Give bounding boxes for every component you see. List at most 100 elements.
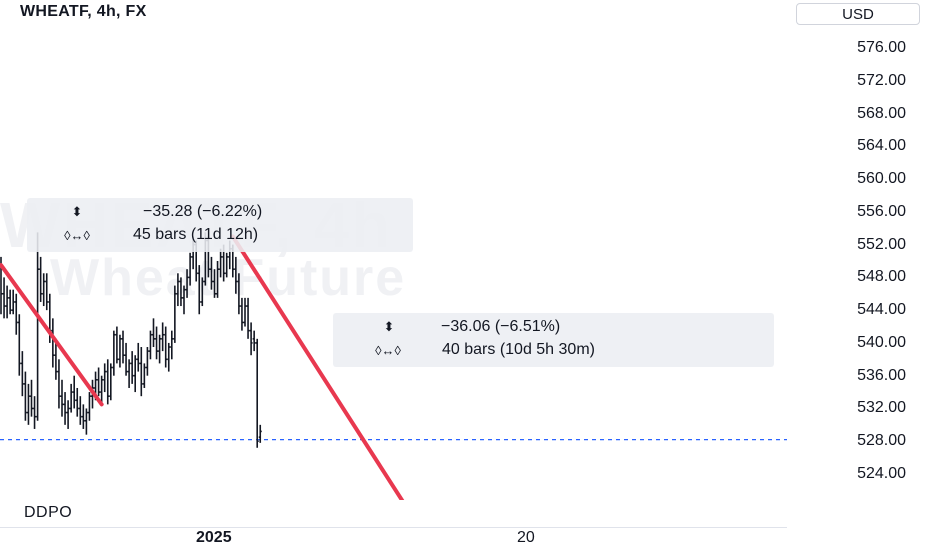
price-tick-label: 556.00: [857, 202, 906, 220]
time-label-day: 20: [517, 529, 535, 546]
price-bar: [124, 342, 128, 376]
price-bar: [109, 363, 113, 401]
price-bar: [8, 289, 12, 315]
price-tick-label: 532.00: [857, 399, 906, 417]
time-axis-divider: [0, 527, 787, 528]
price-bar: [103, 363, 107, 393]
indicator-label[interactable]: DDPO: [24, 504, 73, 521]
trendline-1: [0, 263, 104, 407]
price-bar: [121, 330, 125, 364]
price-tick-label: 564.00: [857, 137, 906, 155]
price-bar: [97, 367, 101, 397]
price-bar: [249, 322, 253, 356]
price-bar: [225, 252, 229, 278]
price-bar: [130, 351, 134, 384]
price-bar: [118, 334, 122, 368]
price-bar: [145, 347, 149, 376]
price-bar: [219, 248, 223, 278]
price-bar: [20, 351, 24, 397]
price-bar: [57, 359, 61, 409]
measure-1-duration: 45 bars (11d 12h): [133, 226, 259, 243]
price-range-measure-2[interactable]: ⬍ −36.06 (−6.51%) ◊↔◊ 40 bars (10d 5h 30…: [333, 313, 774, 367]
price-bar: [78, 396, 82, 425]
price-bar: [155, 326, 159, 360]
time-label-year: 2025: [196, 529, 232, 546]
price-axis[interactable]: 576.00 572.00 568.00 564.00 560.00 556.00 552.…: [787, 0, 932, 500]
price-bar: [69, 383, 73, 413]
price-chart[interactable]: [0, 0, 787, 500]
price-range-icon: ⬍: [383, 319, 395, 334]
price-bar: [216, 261, 220, 298]
price-tick-label: 568.00: [857, 104, 906, 122]
price-bar: [133, 355, 137, 393]
price-bar: [5, 285, 9, 319]
price-bar: [176, 273, 180, 307]
price-bar: [237, 273, 241, 315]
price-bar: [51, 318, 55, 368]
price-bar: [182, 285, 186, 315]
price-range-measure-1[interactable]: ⬍ −35.28 (−6.22%) ◊↔◊ 45 bars (11d 12h): [27, 198, 413, 252]
price-tick-label: 536.00: [857, 366, 906, 384]
price-bar: [33, 396, 37, 429]
price-tick-label: 524.00: [857, 465, 906, 482]
trendline-2: [230, 234, 405, 500]
price-bar: [66, 400, 70, 429]
price-bar: [42, 273, 46, 307]
measure-1-price-change: −35.28 (−6.22%): [143, 203, 263, 220]
price-bar: [63, 392, 67, 425]
price-bar: [72, 375, 76, 409]
price-bar: [30, 379, 33, 417]
price-bar: [197, 265, 201, 315]
price-bar: [246, 297, 250, 339]
price-bar: [170, 330, 174, 360]
measure-2-duration: 40 bars (10d 5h 30m): [442, 341, 595, 358]
price-bar: [39, 256, 43, 302]
price-tick-label: 548.00: [857, 268, 906, 286]
price-bar: [84, 408, 88, 435]
price-bar: [106, 359, 110, 405]
currency-button[interactable]: USD: [796, 3, 920, 25]
price-bar: [81, 404, 85, 429]
price-bar: [14, 293, 18, 335]
price-bar: [200, 277, 204, 307]
bar-range-icon: ◊↔◊: [64, 227, 90, 243]
price-bar: [234, 256, 238, 294]
bar-range-icon: ◊↔◊: [375, 342, 401, 358]
price-bar: [75, 387, 79, 417]
price-tick-label: 552.00: [857, 235, 906, 253]
price-bar: [173, 285, 177, 343]
price-tick-label: 544.00: [857, 301, 906, 319]
price-bar: [60, 379, 64, 417]
price-bar: [23, 371, 27, 421]
price-bar: [209, 256, 213, 290]
price-bar: [87, 392, 91, 421]
symbol-title[interactable]: WHEATF, 4h, FX: [20, 3, 147, 20]
price-bar: [158, 334, 162, 364]
price-tick-label: 540.00: [857, 333, 906, 351]
price-bar: [213, 269, 216, 298]
price-bar: [240, 297, 244, 331]
price-tick-label: 576.00: [857, 39, 906, 56]
price-bar: [243, 297, 247, 327]
price-bar: [45, 273, 49, 311]
price-bar: [11, 289, 15, 315]
price-bar: [139, 347, 143, 397]
price-bar: [112, 330, 116, 376]
price-bar: [148, 330, 152, 360]
price-bar: [185, 269, 189, 298]
price-bar: [54, 338, 58, 380]
price-bar: [164, 326, 168, 368]
price-bar: [179, 277, 183, 307]
price-tick-label: 572.00: [857, 71, 906, 89]
price-bar: [36, 232, 40, 421]
price-bar: [136, 342, 140, 372]
price-bar: [127, 359, 131, 388]
price-bar: [258, 424, 262, 443]
price-bar: [142, 363, 146, 388]
price-tick-label: 528.00: [857, 432, 906, 450]
price-tick-label: 560.00: [857, 170, 906, 188]
measure-2-price-change: −36.06 (−6.51%): [441, 318, 561, 335]
price-bar: [2, 277, 6, 319]
price-bar: [152, 318, 155, 348]
price-bar: [100, 375, 104, 405]
